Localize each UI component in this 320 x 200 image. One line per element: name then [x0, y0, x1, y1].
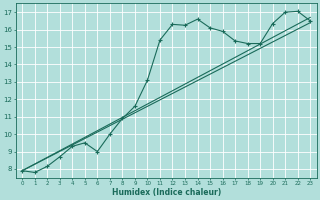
- X-axis label: Humidex (Indice chaleur): Humidex (Indice chaleur): [112, 188, 221, 197]
